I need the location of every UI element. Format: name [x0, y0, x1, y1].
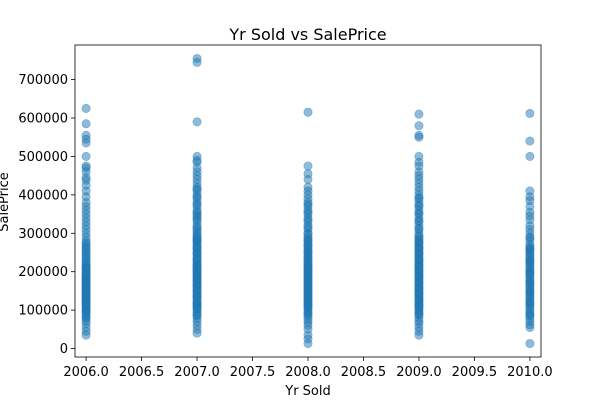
- x-tick-label: 2007.0: [174, 365, 220, 380]
- y-tick-label: 0: [60, 342, 68, 357]
- data-point: [414, 216, 424, 226]
- data-point: [81, 274, 91, 284]
- x-axis-ticks: 2006.0 2006.5 2007.0 2007.5 2008.0 2008.5 2009…: [63, 357, 553, 380]
- x-tick-label: 2006.5: [119, 365, 165, 380]
- data-point: [81, 103, 91, 113]
- y-tick-label: 600000: [18, 112, 68, 127]
- x-tick-label: 2010.0: [507, 365, 553, 380]
- data-point: [525, 298, 535, 308]
- y-tick-label: 100000: [18, 304, 68, 319]
- data-point: [525, 287, 535, 297]
- data-point: [192, 53, 202, 63]
- data-point: [192, 184, 202, 194]
- x-tick-label: 2009.5: [452, 365, 498, 380]
- y-axis-label: SalePrice: [0, 172, 12, 232]
- y-tick-label: 500000: [18, 150, 68, 165]
- data-point: [525, 339, 535, 349]
- data-point: [192, 192, 202, 202]
- y-axis-ticks: 0 100000 200000 300000 400000 500000 600000 700…: [18, 73, 75, 357]
- data-point: [81, 151, 91, 161]
- data-point: [81, 130, 91, 140]
- data-point: [414, 208, 424, 218]
- data-point: [81, 297, 91, 307]
- data-point: [81, 161, 91, 171]
- data-point: [525, 310, 535, 320]
- data-point: [414, 201, 424, 211]
- x-axis-label: Yr Sold: [284, 384, 331, 399]
- data-point: [303, 199, 313, 209]
- data-point: [414, 130, 424, 140]
- data-point: [192, 117, 202, 127]
- data-point: [414, 193, 424, 203]
- data-point: [303, 223, 313, 233]
- y-tick-label: 400000: [18, 188, 68, 203]
- data-point: [414, 309, 424, 319]
- data-point: [414, 109, 424, 119]
- data-point: [303, 215, 313, 225]
- data-point: [303, 207, 313, 217]
- data-point: [525, 151, 535, 161]
- data-point: [525, 267, 535, 277]
- data-point: [525, 108, 535, 118]
- data-point: [192, 151, 202, 161]
- data-point: [303, 182, 313, 192]
- data-point: [303, 161, 313, 171]
- data-point: [525, 186, 535, 196]
- x-tick-label: 2008.5: [341, 365, 387, 380]
- data-point: [414, 224, 424, 234]
- chart-title: Yr Sold vs SalePrice: [228, 25, 386, 44]
- data-point: [81, 286, 91, 296]
- x-tick-label: 2007.5: [230, 365, 276, 380]
- data-point: [525, 277, 535, 287]
- data-point: [192, 211, 202, 221]
- data-point: [81, 307, 91, 317]
- x-tick-label: 2009.0: [396, 365, 442, 380]
- y-tick-label: 300000: [18, 227, 68, 242]
- data-point: [303, 308, 313, 318]
- data-point: [525, 136, 535, 146]
- data-point: [414, 121, 424, 131]
- data-point: [414, 151, 424, 161]
- data-points: [81, 53, 535, 349]
- data-point: [303, 169, 313, 179]
- x-tick-label: 2008.0: [285, 365, 331, 380]
- data-point: [192, 199, 202, 209]
- data-point: [192, 226, 202, 236]
- data-point: [81, 263, 91, 273]
- data-point: [525, 233, 535, 243]
- y-tick-label: 200000: [18, 265, 68, 280]
- data-point: [81, 119, 91, 129]
- data-point: [525, 244, 535, 254]
- data-point: [303, 107, 313, 117]
- x-tick-label: 2006.0: [63, 365, 109, 380]
- data-point: [192, 234, 202, 244]
- data-point: [525, 256, 535, 266]
- y-tick-label: 700000: [18, 73, 68, 88]
